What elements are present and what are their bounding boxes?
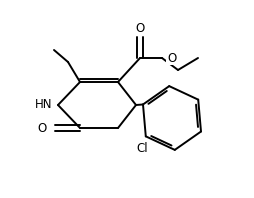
Text: Cl: Cl — [136, 142, 148, 155]
Text: O: O — [38, 122, 47, 134]
Text: O: O — [135, 23, 145, 35]
Text: O: O — [167, 51, 176, 65]
Text: HN: HN — [35, 98, 52, 111]
